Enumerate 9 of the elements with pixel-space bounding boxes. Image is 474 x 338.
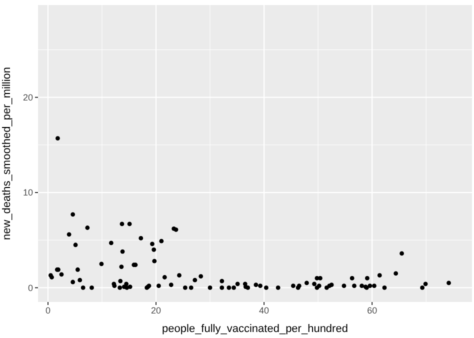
x-axis-title: people_fully_vaccinated_per_hundred: [162, 323, 348, 335]
y-tick-label: 0: [28, 282, 33, 293]
x-tick-label: 0: [45, 305, 50, 316]
x-tick-label: 20: [151, 305, 162, 316]
y-axis-title: new_deaths_smoothed_per_million: [0, 66, 13, 240]
y-tick-label: 20: [22, 92, 33, 103]
y-tick-label: 10: [22, 188, 33, 198]
x-tick-label: 60: [367, 305, 378, 316]
x-tick-label: 40: [259, 305, 270, 316]
